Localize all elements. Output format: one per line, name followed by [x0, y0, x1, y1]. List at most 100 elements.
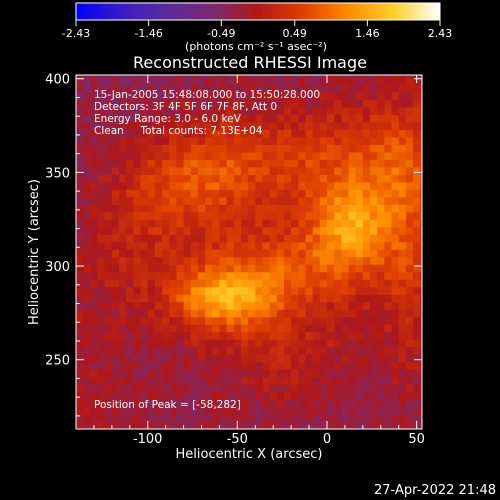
heatmap-cell — [233, 136, 242, 145]
heatmap-cell — [90, 159, 99, 168]
heatmap-cell — [205, 159, 213, 168]
heatmap-cell — [119, 241, 127, 250]
heatmap-cell — [398, 309, 407, 318]
heatmap-cell — [262, 414, 271, 423]
heatmap-cell — [219, 75, 228, 78]
heatmap-cell — [162, 204, 170, 213]
heatmap-cell — [391, 399, 400, 408]
heatmap-cell — [248, 279, 256, 288]
heatmap-cell — [276, 121, 285, 130]
heatmap-cell — [391, 414, 400, 423]
heatmap-cell — [255, 99, 264, 108]
heatmap-cell — [312, 91, 321, 100]
heatmap-cell — [384, 196, 393, 205]
heatmap-cell — [370, 264, 378, 273]
heatmap-cell — [133, 421, 142, 429]
heatmap-cell — [176, 174, 185, 183]
heatmap-cell — [111, 159, 120, 168]
heatmap-cell — [212, 166, 221, 175]
heatmap-cell — [319, 75, 328, 78]
heatmap-cell — [276, 309, 285, 318]
heatmap-cell — [76, 136, 84, 145]
heatmap-cell — [405, 76, 414, 85]
heatmap-cell — [391, 301, 400, 310]
heatmap-cell — [90, 91, 99, 100]
heatmap-cell — [147, 309, 156, 318]
heatmap-cell — [233, 354, 242, 363]
heatmap-cell — [226, 361, 235, 370]
heatmap-cell — [154, 369, 163, 378]
heatmap-cell — [305, 219, 314, 228]
heatmap-cell — [326, 406, 335, 415]
heatmap-cell — [377, 249, 385, 258]
heatmap-cell — [197, 256, 206, 265]
heatmap-cell — [291, 151, 299, 160]
heatmap-cell — [269, 219, 278, 228]
heatmap-cell — [269, 309, 278, 318]
colorbar-tick-label: 1.46 — [355, 27, 380, 40]
heatmap-cell — [133, 294, 142, 303]
heatmap-cell — [119, 91, 127, 100]
heatmap-cell — [190, 361, 199, 370]
heatmap-cell — [276, 226, 285, 235]
heatmap-cell — [97, 151, 106, 160]
heatmap-cell — [133, 316, 142, 325]
heatmap-cell — [76, 241, 84, 250]
heatmap-cell — [240, 354, 249, 363]
heatmap-cell — [334, 114, 342, 123]
heatmap-cell — [183, 391, 192, 400]
heatmap-cell — [262, 331, 271, 340]
heatmap-cell — [104, 256, 113, 265]
heatmap-cell — [276, 159, 285, 168]
heatmap-cell — [183, 196, 192, 205]
heatmap-cell — [413, 361, 421, 370]
heatmap-cell — [226, 106, 235, 115]
heatmap-cell — [119, 399, 127, 408]
heatmap-cell — [147, 159, 156, 168]
heatmap-cell — [226, 129, 235, 138]
heatmap-cell — [169, 316, 177, 325]
heatmap-cell — [133, 106, 142, 115]
heatmap-cell — [391, 294, 400, 303]
heatmap-cell — [147, 84, 156, 93]
heatmap-cell — [283, 91, 292, 100]
heatmap-cell — [104, 264, 113, 273]
heatmap-cell — [255, 75, 264, 78]
heatmap-cell — [413, 294, 421, 303]
heatmap-cell — [262, 354, 271, 363]
heatmap-cell — [119, 376, 127, 385]
heatmap-cell — [190, 174, 199, 183]
heatmap-cell — [183, 399, 192, 408]
heatmap-cell — [362, 144, 371, 153]
heatmap-cell — [90, 76, 99, 85]
heatmap-cell — [90, 211, 99, 220]
heatmap-cell — [255, 399, 264, 408]
heatmap-cell — [226, 406, 235, 415]
heatmap-cell — [233, 316, 242, 325]
heatmap-cell — [197, 361, 206, 370]
heatmap-cell — [219, 331, 228, 340]
heatmap-cell — [269, 279, 278, 288]
heatmap-cell — [262, 99, 271, 108]
heatmap-cell — [305, 384, 314, 393]
heatmap-cell — [326, 331, 335, 340]
heatmap-cell — [326, 174, 335, 183]
heatmap-cell — [413, 256, 421, 265]
heatmap-cell — [197, 189, 206, 198]
heatmap-cell — [319, 414, 328, 423]
heatmap-cell — [362, 91, 371, 100]
heatmap-cell — [355, 189, 364, 198]
heatmap-cell — [355, 114, 364, 123]
heatmap-cell — [398, 369, 407, 378]
heatmap-cell — [255, 241, 264, 250]
heatmap-cell — [104, 346, 113, 355]
heatmap-cell — [413, 159, 421, 168]
heatmap-cell — [283, 159, 292, 168]
heatmap-cell — [226, 376, 235, 385]
heatmap-cell — [169, 376, 177, 385]
heatmap-cell — [413, 129, 421, 138]
heatmap-cell — [384, 84, 393, 93]
heatmap-cell — [169, 354, 177, 363]
heatmap-cell — [377, 136, 385, 145]
heatmap-cell — [348, 361, 357, 370]
